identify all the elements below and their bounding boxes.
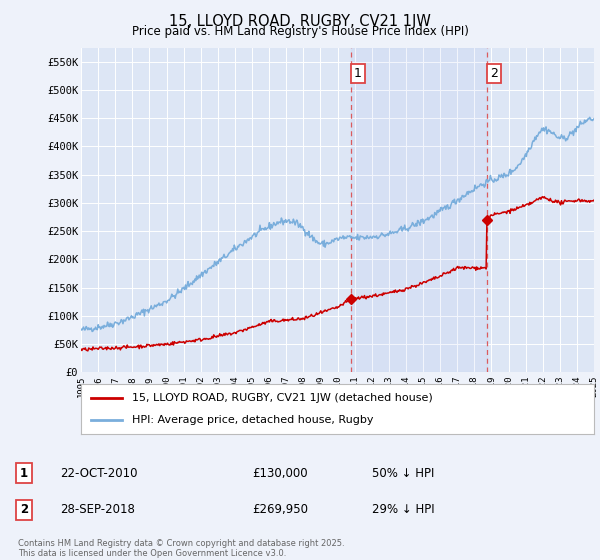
Text: 22-OCT-2010: 22-OCT-2010: [60, 466, 137, 480]
Text: 15, LLOYD ROAD, RUGBY, CV21 1JW: 15, LLOYD ROAD, RUGBY, CV21 1JW: [169, 14, 431, 29]
Text: 1: 1: [20, 466, 28, 480]
Text: Contains HM Land Registry data © Crown copyright and database right 2025.
This d: Contains HM Land Registry data © Crown c…: [18, 539, 344, 558]
Text: 1: 1: [354, 67, 362, 80]
Bar: [351, 48, 487, 372]
Text: £269,950: £269,950: [252, 503, 308, 516]
Text: HPI: Average price, detached house, Rugby: HPI: Average price, detached house, Rugb…: [133, 415, 374, 425]
Text: Price paid vs. HM Land Registry's House Price Index (HPI): Price paid vs. HM Land Registry's House …: [131, 25, 469, 38]
Text: 2: 2: [490, 67, 497, 80]
Text: 50% ↓ HPI: 50% ↓ HPI: [372, 466, 434, 480]
Text: 15, LLOYD ROAD, RUGBY, CV21 1JW (detached house): 15, LLOYD ROAD, RUGBY, CV21 1JW (detache…: [133, 393, 433, 403]
Text: 28-SEP-2018: 28-SEP-2018: [60, 503, 135, 516]
Text: 29% ↓ HPI: 29% ↓ HPI: [372, 503, 434, 516]
Text: 2: 2: [20, 503, 28, 516]
Text: £130,000: £130,000: [252, 466, 308, 480]
